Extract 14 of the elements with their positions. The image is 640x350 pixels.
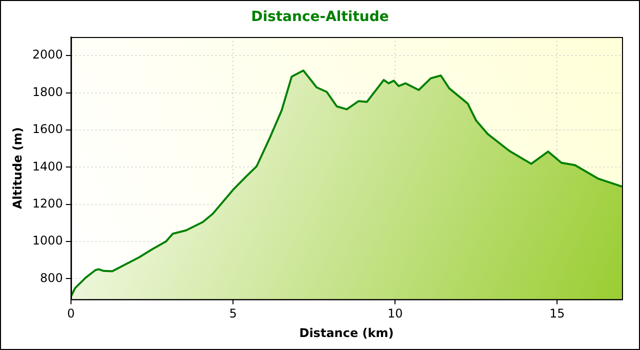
x-tick-label: 10 (387, 306, 403, 321)
y-tick-label: 1200 (32, 196, 63, 210)
x-tick-label: 15 (550, 306, 565, 321)
x-tick-label: 0 (67, 306, 75, 321)
x-axis-title: Distance (km) (299, 326, 394, 340)
y-tick-label: 1600 (32, 122, 63, 136)
y-tick-label: 1400 (32, 159, 63, 174)
y-tick-label: 1000 (32, 234, 63, 248)
x-tick-label: 5 (229, 306, 237, 321)
y-tick-label: 1800 (32, 84, 63, 99)
y-axis-title: Altitude (m) (10, 127, 24, 210)
chart-title: Distance-Altitude (250, 9, 390, 25)
y-tick-label: 800 (40, 270, 63, 285)
y-tick-label: 2000 (32, 48, 63, 62)
